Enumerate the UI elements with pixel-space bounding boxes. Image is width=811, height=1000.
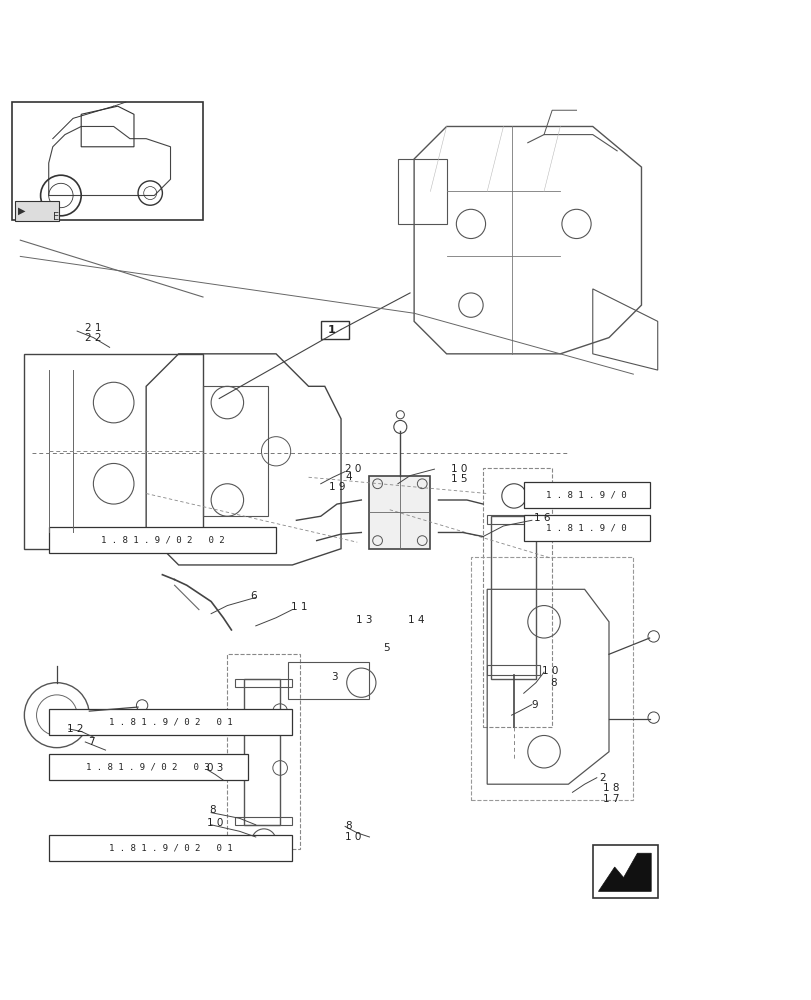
Text: 6: 6 bbox=[250, 591, 256, 601]
Text: 1 . 8 1 . 9 / 0 2   0 1: 1 . 8 1 . 9 / 0 2 0 1 bbox=[109, 718, 232, 727]
Text: 0 3: 0 3 bbox=[207, 763, 223, 773]
Text: 2 0: 2 0 bbox=[345, 464, 361, 474]
Text: 1 9: 1 9 bbox=[328, 482, 345, 492]
Text: 1 7: 1 7 bbox=[602, 794, 618, 804]
Bar bbox=[369, 476, 430, 549]
Bar bbox=[49, 709, 292, 735]
Text: 1 4: 1 4 bbox=[407, 615, 423, 625]
Bar bbox=[24, 354, 203, 549]
Bar bbox=[487, 515, 539, 524]
Bar bbox=[235, 817, 292, 825]
Bar bbox=[523, 515, 649, 541]
Text: 8: 8 bbox=[550, 678, 556, 688]
Text: 1 8: 1 8 bbox=[602, 783, 618, 793]
Text: 1 0: 1 0 bbox=[542, 666, 558, 676]
Text: 1 3: 1 3 bbox=[355, 615, 371, 625]
Text: E: E bbox=[53, 212, 59, 222]
Text: 2: 2 bbox=[599, 773, 605, 783]
Text: 8: 8 bbox=[209, 805, 216, 815]
Text: 1 0: 1 0 bbox=[450, 464, 466, 474]
Text: 1 0: 1 0 bbox=[345, 832, 361, 842]
Bar bbox=[592, 845, 657, 898]
Text: 3: 3 bbox=[331, 672, 337, 682]
Text: 1 5: 1 5 bbox=[450, 474, 466, 484]
Bar bbox=[49, 754, 247, 780]
Bar bbox=[12, 102, 203, 220]
Text: 1 . 8 1 . 9 / 0 2   0 2: 1 . 8 1 . 9 / 0 2 0 2 bbox=[101, 535, 224, 544]
Bar bbox=[243, 679, 280, 825]
Text: ▶: ▶ bbox=[18, 206, 25, 216]
Text: 1 . 8 1 . 9 / 0: 1 . 8 1 . 9 / 0 bbox=[546, 491, 626, 500]
Text: 2 2: 2 2 bbox=[85, 333, 101, 343]
Text: 1 0: 1 0 bbox=[207, 818, 223, 828]
Bar bbox=[203, 386, 268, 516]
Text: 1 2: 1 2 bbox=[67, 724, 83, 734]
Text: 5: 5 bbox=[383, 643, 389, 653]
Bar bbox=[523, 482, 649, 508]
Text: 9: 9 bbox=[531, 700, 538, 710]
Bar bbox=[483, 468, 551, 727]
Text: 1 . 8 1 . 9 / 0: 1 . 8 1 . 9 / 0 bbox=[546, 523, 626, 532]
Text: 7: 7 bbox=[88, 737, 94, 747]
Text: 1 . 8 1 . 9 / 0 2   0 1: 1 . 8 1 . 9 / 0 2 0 1 bbox=[109, 844, 232, 853]
Bar bbox=[15, 201, 59, 221]
Bar bbox=[320, 321, 349, 339]
Bar bbox=[491, 516, 535, 679]
Bar bbox=[487, 665, 539, 675]
Text: 1 6: 1 6 bbox=[534, 513, 550, 523]
Bar bbox=[470, 557, 633, 800]
Text: 1: 1 bbox=[327, 325, 335, 335]
Polygon shape bbox=[598, 853, 650, 891]
Bar bbox=[49, 835, 292, 861]
Bar bbox=[49, 527, 276, 553]
Text: 8: 8 bbox=[345, 821, 351, 831]
Text: 1 . 8 1 . 9 / 0 2   0 3: 1 . 8 1 . 9 / 0 2 0 3 bbox=[86, 763, 210, 772]
Text: 1 1: 1 1 bbox=[290, 602, 307, 612]
Bar bbox=[227, 654, 300, 849]
Bar bbox=[288, 662, 369, 699]
Text: 4: 4 bbox=[345, 472, 351, 482]
Text: 2 1: 2 1 bbox=[85, 323, 101, 333]
Bar bbox=[235, 679, 292, 687]
